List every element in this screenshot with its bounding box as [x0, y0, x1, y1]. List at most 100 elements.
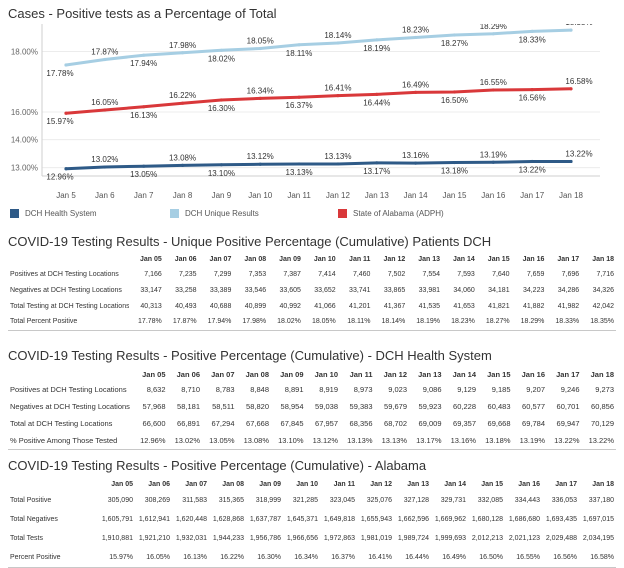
data-point[interactable]	[530, 88, 534, 92]
legend-item-dch-unique-results[interactable]: DCH Unique Results	[170, 209, 259, 218]
table-cell: 2,029,488	[545, 535, 577, 542]
table-cell: 9,207	[526, 385, 545, 394]
data-point[interactable]	[103, 57, 107, 62]
column-header: Jan 15	[487, 255, 510, 263]
data-point[interactable]	[258, 162, 262, 166]
data-point[interactable]	[491, 160, 495, 164]
table-cell: 42,042	[592, 302, 614, 310]
data-point[interactable]	[452, 33, 457, 37]
column-header: Jan 09	[259, 480, 281, 488]
series-line	[64, 87, 573, 115]
data-point[interactable]	[64, 63, 68, 67]
table-cell: 33,258	[175, 286, 197, 294]
table-cell: 18.27%	[476, 314, 512, 331]
column-header: Jan 10	[314, 369, 338, 379]
data-label: 13.12%	[247, 152, 274, 161]
data-label: 13.10%	[208, 169, 235, 178]
data-point[interactable]	[64, 111, 68, 115]
data-point[interactable]	[258, 46, 262, 51]
table-cell: 7,387	[283, 270, 301, 278]
data-label: 16.37%	[286, 101, 313, 110]
data-point[interactable]	[336, 94, 340, 98]
column-header: Jan 08	[222, 480, 244, 488]
table-cell: 69,009	[418, 419, 442, 428]
data-point[interactable]	[103, 165, 107, 169]
table-cell: 67,668	[246, 419, 269, 428]
table-cell: 60,577	[522, 402, 545, 411]
data-point[interactable]	[180, 101, 185, 105]
x-tick-label: Jan 14	[404, 191, 429, 200]
table-row: Positives at DCH Testing Locations 8,632 8…	[8, 381, 616, 398]
data-point[interactable]	[219, 48, 223, 52]
table-cell: 13.13%	[340, 432, 375, 450]
data-point[interactable]	[414, 161, 418, 165]
data-point[interactable]	[530, 29, 534, 33]
table-cell: 41,535	[418, 302, 441, 310]
data-point[interactable]	[375, 38, 379, 42]
table-title-dch-health-system: COVID-19 Testing Results - Positive Perc…	[8, 348, 492, 363]
column-header: Jan 11	[349, 369, 373, 379]
table-cell: 13.17%	[409, 432, 444, 450]
table-cell: 13.08%	[236, 432, 271, 450]
data-point[interactable]	[64, 167, 68, 171]
table-cell: 34,326	[592, 286, 614, 294]
data-point[interactable]	[491, 32, 495, 36]
table-cell: 13.05%	[202, 432, 237, 450]
x-tick-label: Jan 10	[248, 191, 273, 200]
y-tick-label: 18.00%	[11, 48, 38, 57]
data-point[interactable]	[414, 35, 418, 40]
table-cell: 1,686,680	[508, 516, 540, 523]
data-point[interactable]	[142, 53, 146, 57]
data-point[interactable]	[569, 28, 573, 32]
data-point[interactable]	[297, 95, 301, 99]
legend-swatch	[10, 209, 19, 218]
data-point[interactable]	[569, 87, 573, 91]
table-row: Total Positive 305,090 308,269 311,583 315,3…	[8, 491, 616, 510]
data-point[interactable]	[142, 164, 146, 168]
row-label: Total Negatives	[10, 516, 58, 523]
data-label: 13.13%	[324, 152, 351, 161]
data-label: 13.17%	[363, 167, 390, 176]
table-row: Positives at DCH Testing Locations 7,166 7…	[8, 266, 616, 282]
column-header: Jan 13	[418, 255, 441, 263]
x-tick-label: Jan 18	[559, 191, 584, 200]
legend-item-dch-health-system[interactable]: DCH Health System	[10, 209, 97, 218]
data-point[interactable]	[258, 96, 262, 100]
data-label: 18.35%	[565, 24, 592, 27]
table-cell: 1,655,943	[360, 516, 392, 523]
table-cell: 1,649,818	[323, 516, 355, 523]
table-cell: 67,957	[315, 419, 338, 428]
table-cell: 33,741	[349, 286, 371, 294]
data-label: 18.29%	[480, 24, 507, 31]
data-point[interactable]	[142, 105, 146, 109]
data-point[interactable]	[491, 88, 495, 92]
data-point[interactable]	[569, 159, 573, 164]
column-header: Jan 09	[279, 255, 301, 263]
data-label: 18.02%	[208, 54, 235, 63]
table-cell: 1,932,031	[175, 535, 207, 542]
data-point[interactable]	[297, 43, 301, 47]
data-point[interactable]	[297, 162, 301, 166]
table-cell: 1,662,596	[397, 516, 429, 523]
data-point[interactable]	[219, 98, 223, 102]
table-cell: 59,923	[418, 402, 442, 411]
table-cell: 68,702	[384, 419, 407, 428]
table-cell: 41,882	[522, 302, 545, 310]
table-cell: 321,285	[292, 497, 318, 504]
legend-item-state-of-alabama[interactable]: State of Alabama (ADPH)	[338, 209, 444, 218]
data-point[interactable]	[103, 108, 107, 112]
data-point[interactable]	[452, 90, 457, 94]
data-point[interactable]	[375, 161, 379, 165]
data-label: 16.49%	[402, 80, 429, 89]
data-point[interactable]	[375, 92, 379, 96]
data-point[interactable]	[336, 162, 340, 166]
column-header: Jan 12	[370, 480, 392, 488]
data-point[interactable]	[219, 163, 223, 167]
data-point[interactable]	[414, 90, 418, 94]
data-point[interactable]	[180, 51, 185, 55]
data-point[interactable]	[530, 159, 534, 164]
data-point[interactable]	[452, 160, 457, 165]
table-cell: 34,060	[453, 286, 475, 294]
data-point[interactable]	[336, 41, 340, 45]
data-point[interactable]	[180, 163, 185, 167]
